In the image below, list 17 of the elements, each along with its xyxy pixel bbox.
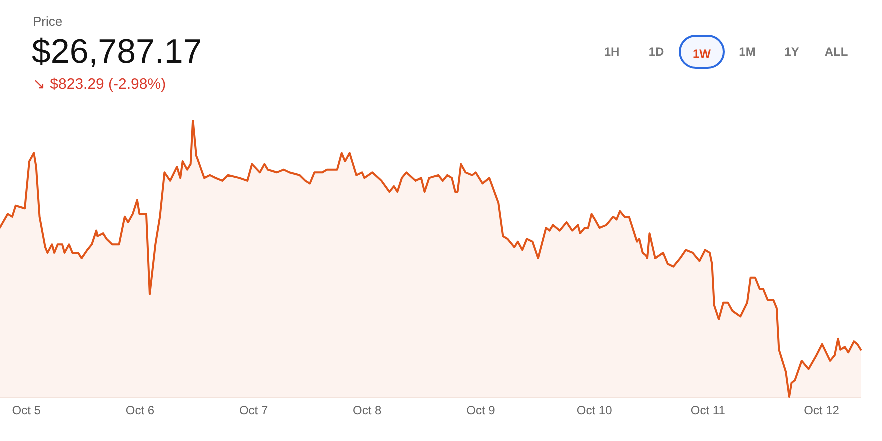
x-tick-label: Oct 7	[239, 404, 268, 418]
chart-subtitle: $26,787.17	[32, 33, 202, 72]
text: 1D	[648, 44, 666, 61]
x-tick-label: Oct 9	[466, 404, 496, 418]
text: 1Y	[784, 44, 800, 61]
text: ALL	[824, 44, 850, 61]
text: ↘ $823.29 (-2.98%)	[33, 75, 166, 93]
x-tick-label: Oct 12	[804, 404, 840, 418]
x-tick-label: Oct 10	[576, 404, 613, 418]
text: 1M	[738, 44, 757, 61]
x-tick-label: Oct 5	[12, 404, 42, 418]
x-tick-label: Oct 6	[126, 404, 155, 418]
text: 1W	[679, 35, 725, 69]
x-tick-label: Oct 8	[353, 404, 382, 418]
chart-title: Price	[33, 14, 63, 29]
x-tick-label: Oct 11	[690, 404, 726, 418]
text: 1H	[603, 44, 621, 61]
